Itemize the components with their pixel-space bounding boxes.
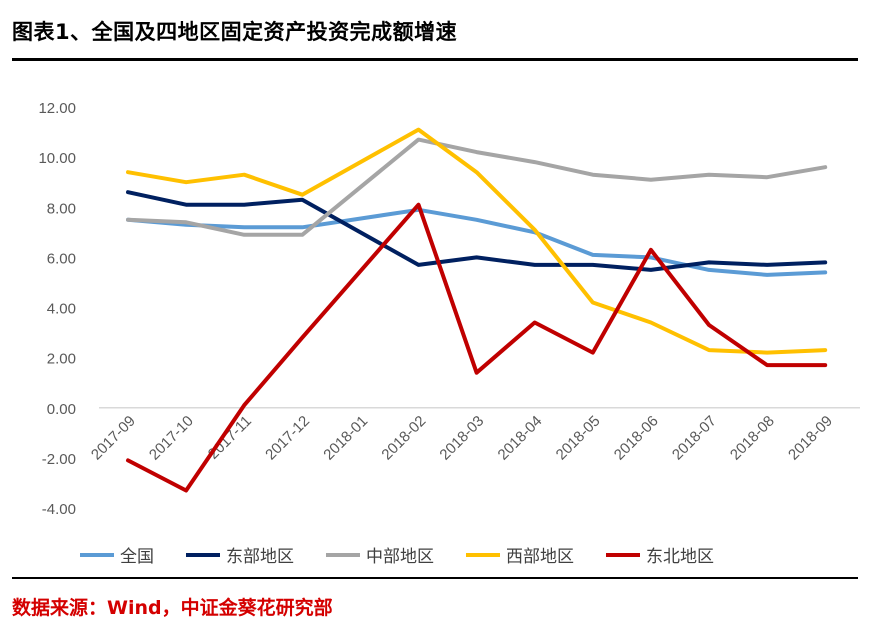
- x-tick-label: 2017-09: [88, 413, 139, 464]
- y-tick-label: 6.00: [47, 250, 76, 267]
- y-tick-label: 0.00: [47, 401, 76, 418]
- series-line-2: [126, 137, 828, 237]
- legend-swatch-east: [186, 552, 220, 557]
- y-axis-labels: 12.00 10.00 8.00 6.00 4.00 2.00 0.00 -2.00 -4.00: [38, 100, 76, 518]
- x-tick-label: 2017-12: [262, 413, 313, 464]
- x-tick-label: 2018-06: [611, 413, 662, 464]
- x-tick-label: 2018-01: [320, 413, 371, 464]
- legend-label-central: 中部地区: [366, 547, 434, 567]
- legend-item-national: 全国: [80, 542, 154, 567]
- series-line-0: [126, 207, 828, 277]
- legend-item-central: 中部地区: [326, 542, 434, 567]
- x-tick-label: 2018-09: [785, 413, 836, 464]
- legend-label-west: 西部地区: [506, 547, 574, 567]
- series-line-3: [126, 127, 828, 355]
- y-tick-label: 10.00: [38, 150, 76, 167]
- title-rule: [12, 58, 858, 61]
- legend-swatch-west: [466, 552, 500, 557]
- y-tick-label: 2.00: [47, 351, 76, 368]
- y-tick-label: 4.00: [47, 301, 76, 318]
- series-line-1: [126, 190, 828, 272]
- x-tick-label: 2018-08: [727, 413, 778, 464]
- legend-swatch-northeast: [606, 552, 640, 557]
- legend: 全国 东部地区 中部地区 西部地区 东北地区: [80, 542, 860, 567]
- series-lines: [126, 127, 828, 493]
- data-source: 数据来源：Wind，中证金葵花研究部: [12, 597, 333, 619]
- legend-item-northeast: 东北地区: [606, 542, 714, 567]
- series-line-4: [126, 202, 828, 493]
- legend-item-east: 东部地区: [186, 542, 294, 567]
- line-chart: 12.00 10.00 8.00 6.00 4.00 2.00 0.00 -2.00 -4.00…: [38, 100, 860, 518]
- x-tick-label: 2018-07: [669, 413, 720, 464]
- x-tick-label: 2018-04: [495, 413, 546, 464]
- y-tick-label: 8.00: [47, 200, 76, 217]
- footer-rule: [12, 577, 858, 579]
- legend-swatch-central: [326, 552, 360, 557]
- x-tick-label: 2018-05: [553, 413, 604, 464]
- x-tick-label: 2018-03: [436, 413, 487, 464]
- y-tick-label: -4.00: [42, 501, 76, 518]
- legend-swatch-national: [80, 552, 114, 557]
- x-tick-label: 2017-10: [146, 413, 197, 464]
- legend-label-east: 东部地区: [226, 547, 294, 567]
- legend-label-northeast: 东北地区: [646, 547, 714, 567]
- legend-label-national: 全国: [120, 547, 154, 567]
- legend-item-west: 西部地区: [466, 542, 574, 567]
- chart-title: 图表1、全国及四地区固定资产投资完成额增速: [12, 20, 458, 44]
- x-axis-labels: 2017-09 2017-10 2017-11 2017-12 2018-01 2018-…: [88, 413, 836, 464]
- y-tick-label: 12.00: [38, 100, 76, 117]
- x-tick-label: 2018-02: [378, 413, 429, 464]
- y-tick-label: -2.00: [42, 451, 76, 468]
